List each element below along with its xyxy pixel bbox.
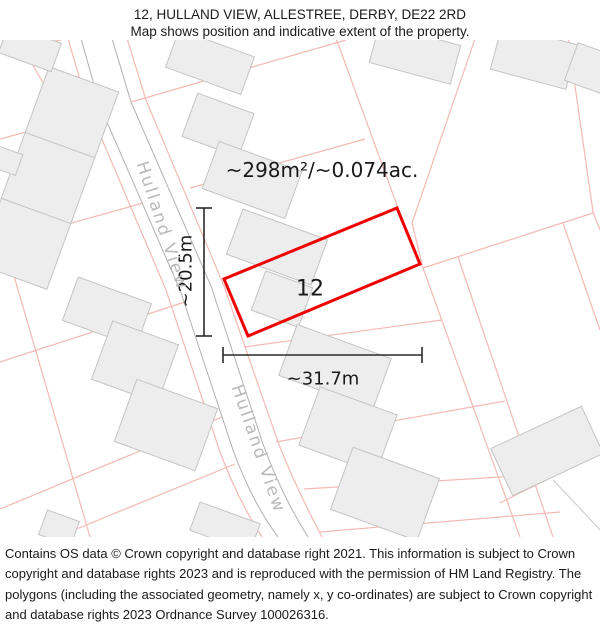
map-canvas: ~298m²/~0.074ac. 12 ~31.7m ~20.5m Hullan… xyxy=(0,40,600,537)
footer: Contains OS data © Crown copyright and d… xyxy=(0,537,600,625)
plot-number-label: 12 xyxy=(296,276,324,302)
map-linework xyxy=(0,40,600,537)
road-hulland-view xyxy=(67,40,323,537)
plot-area-label: ~298m²/~0.074ac. xyxy=(225,158,419,182)
width-dimension-label: ~31.7m xyxy=(286,368,360,390)
building-footprints xyxy=(0,40,600,537)
dimension-lines xyxy=(196,207,423,363)
road-edges xyxy=(80,40,309,537)
property-extent-outline xyxy=(222,206,422,338)
road-edge-bottom-right xyxy=(552,479,600,531)
header: 12, HULLAND VIEW, ALLESTREE, DERBY, DE22… xyxy=(0,0,600,40)
copyright-text: Contains OS data © Crown copyright and d… xyxy=(5,546,593,622)
road-surface xyxy=(81,40,308,537)
property-address: 12, HULLAND VIEW, ALLESTREE, DERBY, DE22… xyxy=(133,7,467,22)
map-description: Map shows position and indicative extent… xyxy=(130,24,470,39)
